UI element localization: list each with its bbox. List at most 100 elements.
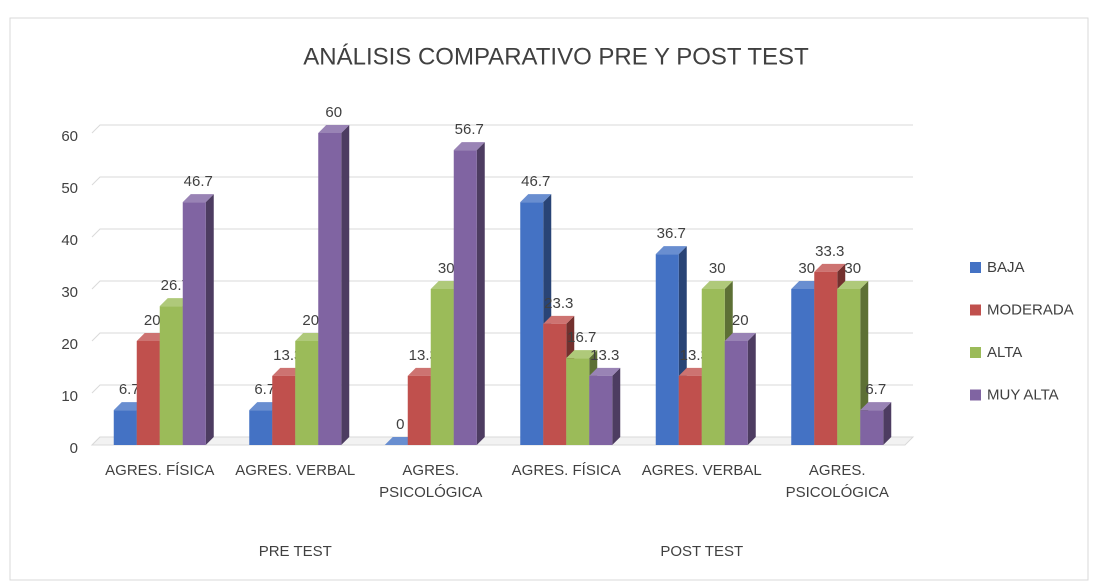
grid-line — [91, 332, 913, 342]
legend-swatch — [970, 347, 981, 358]
x-tick-label: AGRES. PSICOLÓGICA — [785, 462, 889, 501]
bar-top — [860, 402, 892, 411]
bar — [182, 202, 206, 445]
bar — [272, 375, 296, 445]
y-tick-label: 10 — [61, 388, 78, 405]
bar — [837, 289, 861, 445]
chart-title: ANÁLISIS COMPARATIVO PRE Y POST TEST — [303, 43, 809, 70]
bar-top — [589, 367, 621, 376]
group-label: POST TEST — [660, 543, 743, 560]
y-tick-label: 20 — [61, 336, 78, 353]
data-label: 46.7 — [184, 173, 213, 190]
bar-side — [341, 125, 350, 445]
data-label: 6.7 — [119, 381, 140, 398]
data-label: 26.7 — [161, 277, 190, 294]
group-label: PRE TEST — [259, 543, 332, 560]
data-label: 6.7 — [254, 381, 275, 398]
bar-side — [476, 142, 485, 445]
grid-line — [91, 228, 913, 238]
bar — [453, 150, 477, 445]
bar-top — [520, 194, 552, 203]
bar — [814, 271, 838, 445]
bar — [520, 202, 544, 445]
bar — [249, 410, 273, 445]
data-label: 0 — [396, 416, 404, 433]
data-label: 6.7 — [865, 381, 886, 398]
bar — [159, 306, 183, 445]
data-label: 20 — [302, 312, 319, 329]
bar — [701, 289, 725, 445]
grid-line — [91, 384, 913, 394]
bar-side — [612, 367, 621, 445]
bar-top — [566, 350, 598, 359]
bar-side — [883, 402, 892, 445]
y-tick-label: 40 — [61, 232, 78, 249]
data-label: 36.7 — [657, 225, 686, 242]
legend-label: BAJA — [987, 259, 1025, 276]
grid-line — [91, 176, 913, 186]
y-tick-label: 60 — [61, 128, 78, 145]
bar-top — [655, 246, 687, 255]
legend-label: MUY ALTA — [987, 386, 1059, 403]
data-label: 20 — [144, 312, 161, 329]
data-label: 13.3 — [680, 347, 709, 364]
bar-side — [860, 281, 869, 445]
data-label: 30 — [844, 260, 861, 277]
data-label: 46.7 — [521, 173, 550, 190]
data-label: 30 — [798, 260, 815, 277]
bar — [295, 341, 319, 445]
data-label: 23.3 — [544, 295, 573, 312]
data-label: 60 — [325, 104, 342, 121]
data-label: 13.3 — [273, 347, 302, 364]
bar — [407, 375, 431, 445]
data-label: 30 — [709, 260, 726, 277]
data-label: 13.3 — [409, 347, 438, 364]
bar — [318, 133, 342, 445]
grid-line — [91, 280, 913, 290]
legend-label: ALTA — [987, 344, 1022, 361]
x-tick-label: AGRES. FÍSICA — [511, 462, 621, 479]
bar-top — [318, 125, 350, 133]
x-tick-label: AGRES. FÍSICA — [105, 462, 215, 479]
bar — [860, 410, 884, 445]
x-tick-label: AGRES. VERBAL — [235, 462, 356, 479]
y-tick-label: 30 — [61, 284, 78, 301]
x-tick-label: AGRES. PSICOLÓGICA — [379, 462, 483, 501]
data-label: 13.3 — [590, 347, 619, 364]
bar — [791, 289, 815, 445]
bar — [678, 375, 702, 445]
bar — [724, 341, 748, 445]
legend-swatch — [970, 389, 981, 401]
floor — [90, 436, 915, 446]
x-tick-label: AGRES. VERBAL — [641, 462, 762, 479]
bar-top — [814, 263, 846, 272]
bar-top — [453, 142, 485, 151]
data-label: 56.7 — [455, 121, 484, 138]
data-label: 20 — [732, 312, 749, 329]
bar-side — [205, 194, 214, 445]
bar — [655, 254, 679, 445]
y-tick-label: 50 — [61, 180, 78, 197]
data-label: 16.7 — [567, 329, 596, 346]
bar-top — [837, 281, 869, 289]
bar — [589, 375, 613, 445]
bar — [136, 341, 160, 445]
bar-top — [724, 333, 756, 341]
bar — [543, 323, 567, 445]
data-label: 30 — [438, 260, 455, 277]
bar — [113, 410, 137, 445]
grid-line — [91, 124, 913, 134]
legend-label: MODERADA — [987, 301, 1074, 318]
legend-swatch — [970, 262, 981, 273]
legend-swatch — [970, 304, 981, 316]
y-tick-label: 0 — [70, 440, 78, 457]
bar-side — [747, 333, 756, 445]
bar-top — [182, 194, 214, 203]
bar-top — [543, 315, 575, 324]
bar-top — [701, 281, 733, 289]
bar — [566, 358, 590, 445]
data-label: 33.3 — [815, 243, 844, 260]
bar — [430, 289, 454, 445]
